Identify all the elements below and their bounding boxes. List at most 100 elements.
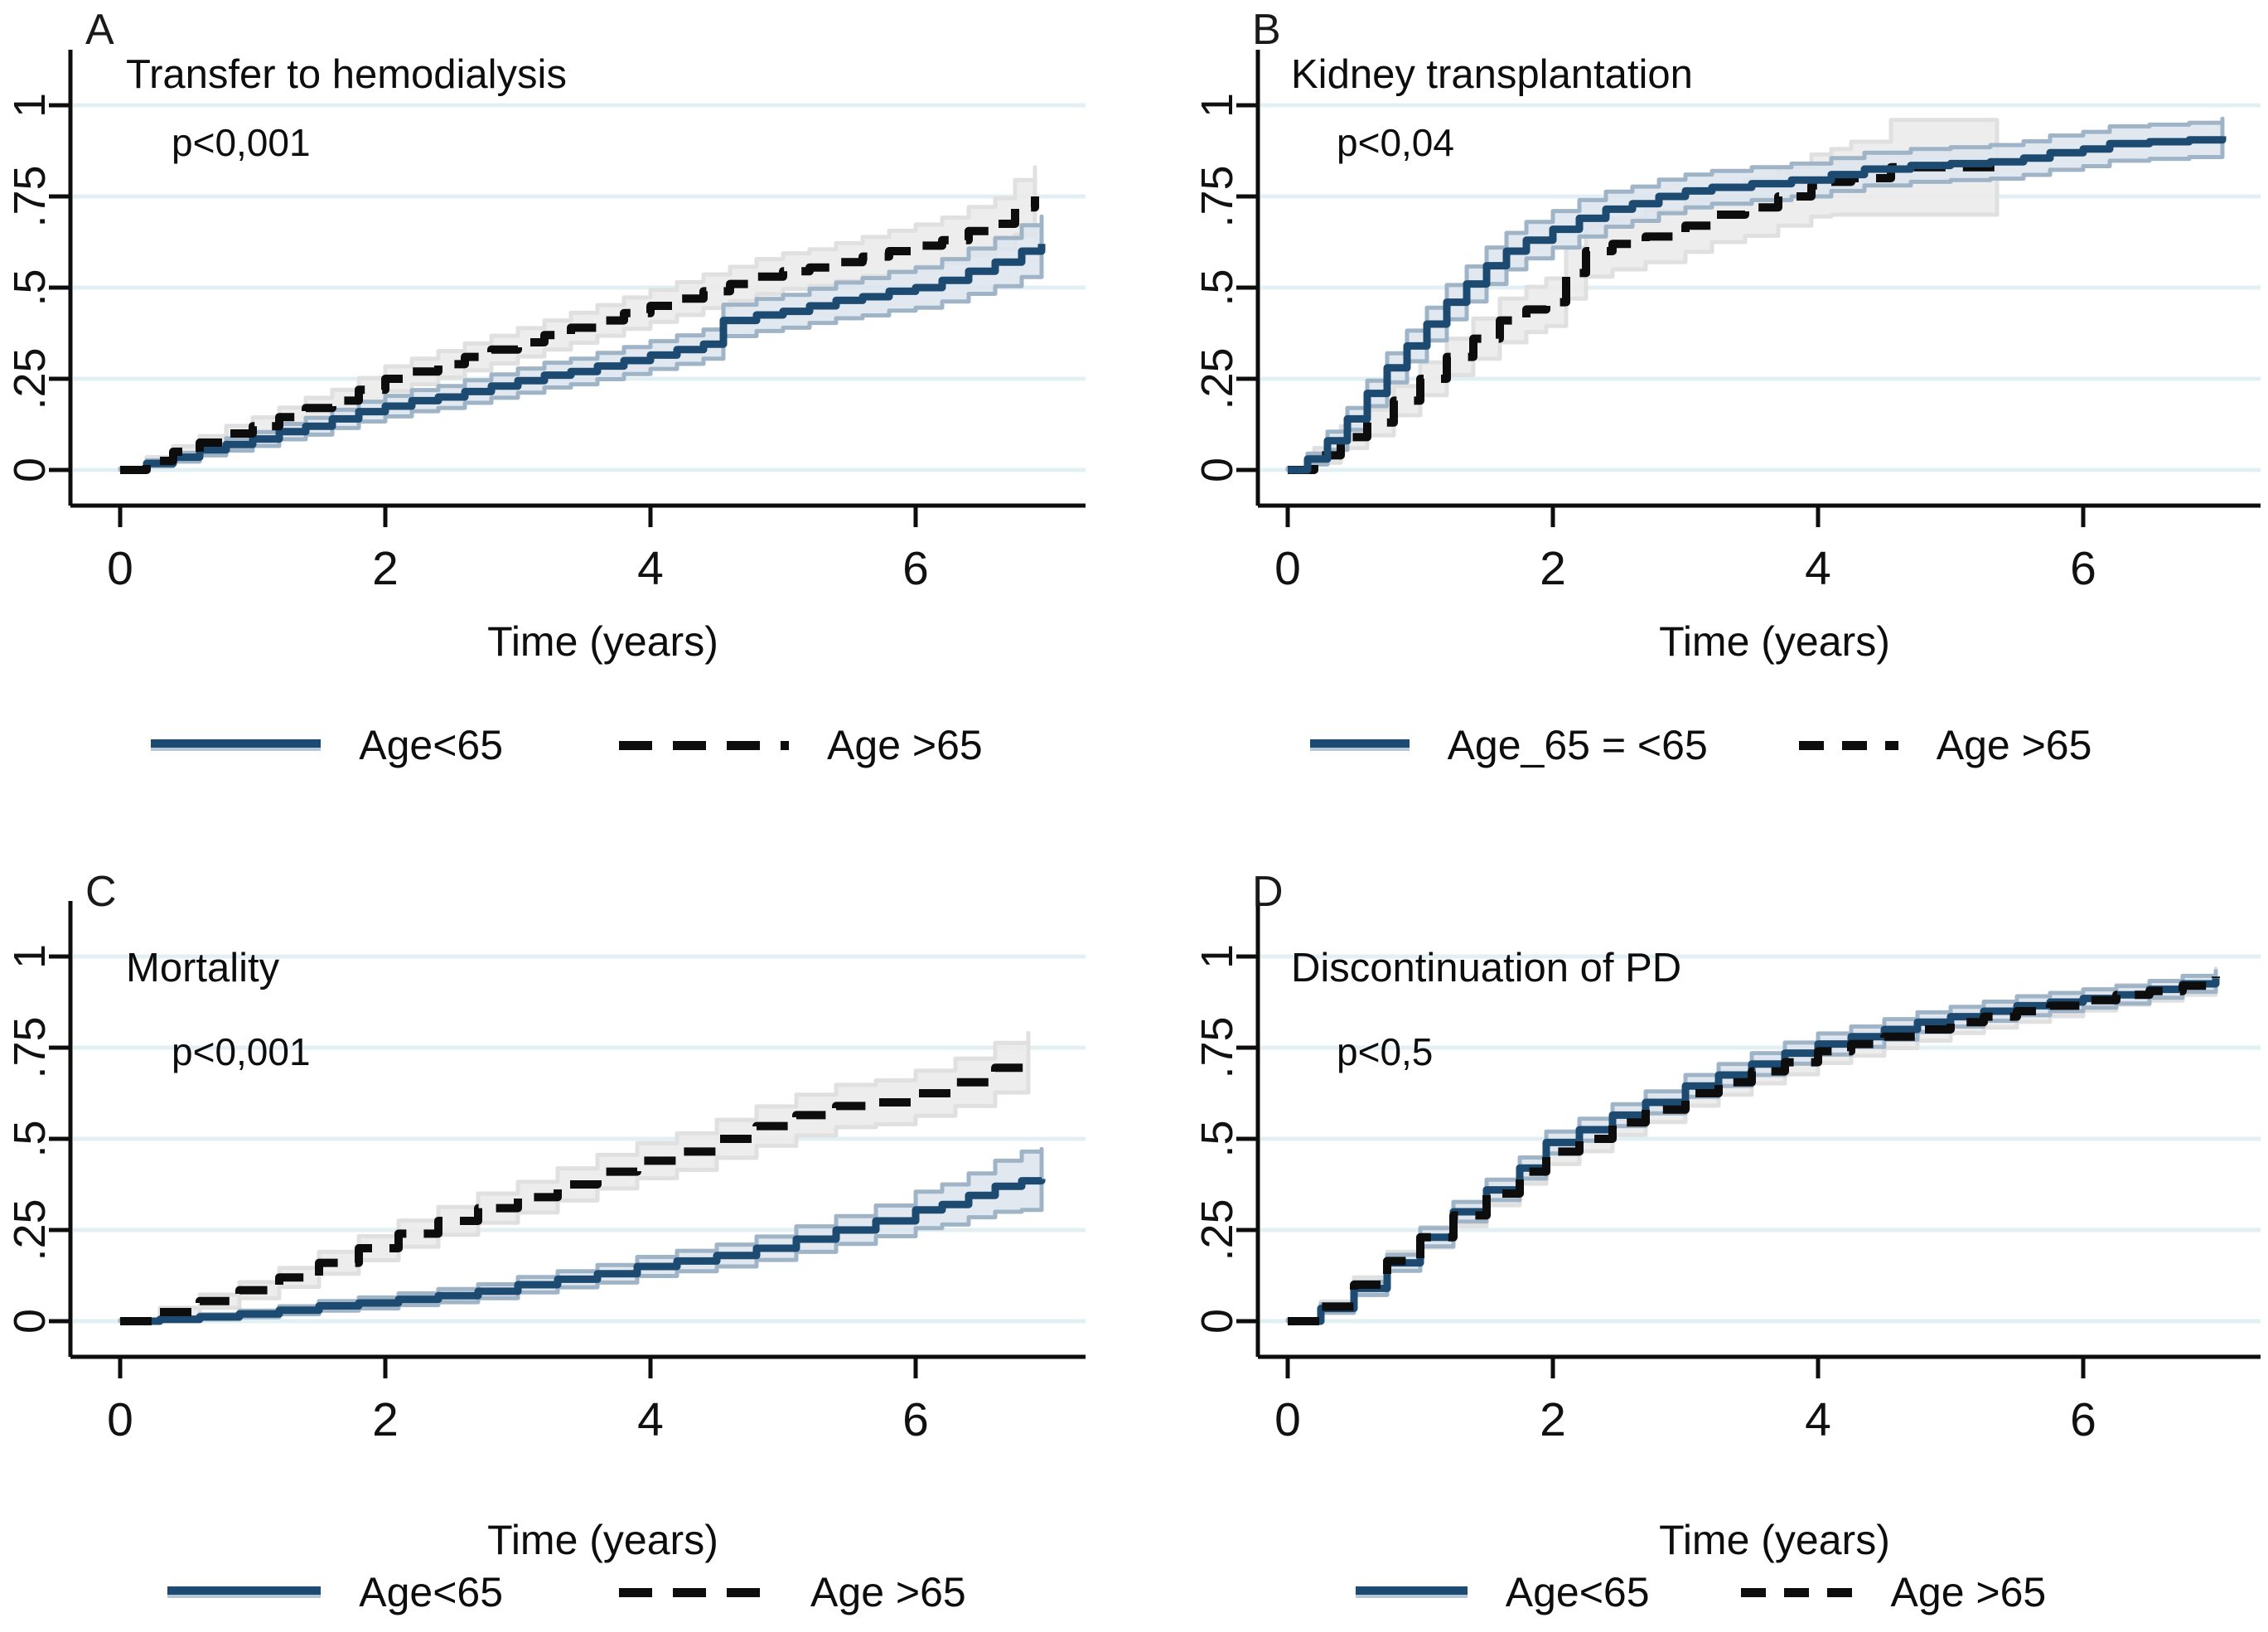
x-axis-label: Time (years) <box>487 618 718 665</box>
legend-item-age-under-65: Age<65 <box>167 1568 503 1616</box>
ci-band-age-over-65 <box>1285 966 2218 1324</box>
legend-item-age-under-65: Age_65 = <65 <box>1309 721 1708 769</box>
x-tick-label: 2 <box>372 542 399 595</box>
x-axis-label: Time (years) <box>1659 1517 1890 1563</box>
legend-item-age-over-65: Age >65 <box>1798 721 2092 769</box>
survival-chart-discontinuation: 0 2 4 6 0 .25 .5 .75 1 <box>1192 901 2261 1446</box>
x-tick-label: 0 <box>1274 1393 1301 1446</box>
series-line-age-under-65 <box>1288 136 2227 474</box>
panel-title: Discontinuation of PD <box>1291 946 1682 990</box>
x-tick-label: 6 <box>2070 542 2096 595</box>
legend-item-age-under-65: Age<65 <box>1355 1568 1650 1616</box>
x-tick-label: 6 <box>902 542 929 595</box>
panel-mortality: 0 2 4 6 0 .25 .5 .75 1 C Mortality p<0,001 Time … <box>0 816 1134 1632</box>
legend: Age<65 Age >65 <box>1134 1568 2268 1616</box>
legend-label: Age >65 <box>1890 1569 2047 1615</box>
p-value-label: p<0,5 <box>1337 1030 1434 1073</box>
legend-label: Age<65 <box>359 722 504 768</box>
solid-line-swatch <box>167 1586 322 1598</box>
legend-item-age-over-65: Age >65 <box>1740 1568 2047 1616</box>
panel-title: Transfer to hemodialysis <box>126 52 567 97</box>
p-value-label: p<0,001 <box>172 121 311 164</box>
panel-letter: D <box>1252 868 1284 916</box>
ci-band-age-under-65 <box>1285 969 2218 1324</box>
y-tick-label: .5 <box>5 1120 55 1157</box>
series-line-age-over-65 <box>1288 162 1997 474</box>
ci-band-age-under-65 <box>1285 116 2225 472</box>
x-tick-label: 6 <box>902 1393 929 1446</box>
panel-letter: A <box>85 6 114 54</box>
legend-label: Age_65 = <65 <box>1447 722 1708 768</box>
x-tick-label: 2 <box>372 1393 399 1446</box>
legend-label: Age >65 <box>810 1569 966 1615</box>
series-line-age-under-65 <box>120 244 1046 474</box>
y-tick-label: 1 <box>5 944 55 969</box>
dashed-line-swatch <box>619 1587 773 1597</box>
legend: Age_65 = <65 Age >65 <box>1134 721 2268 769</box>
y-tick-label: .5 <box>1192 1120 1242 1157</box>
y-tick-label: 0 <box>5 458 55 482</box>
x-tick-label: 0 <box>107 542 133 595</box>
legend-label: Age >65 <box>1936 722 2092 768</box>
legend-item-age-under-65: Age<65 <box>151 721 503 769</box>
y-tick-label: .25 <box>1192 347 1242 409</box>
series-line-age-over-65 <box>120 1058 1032 1325</box>
panel-letter: B <box>1252 6 1281 54</box>
panel-title: Kidney transplantation <box>1291 52 1693 97</box>
panel-transfer-to-hemodialysis: 0 2 4 6 0 .25 .5 .75 1 A Transfer to hemodialysi… <box>0 0 1134 816</box>
survival-chart-transfer: 0 2 4 6 0 .25 .5 .75 1 <box>5 50 1086 595</box>
y-tick-label: .25 <box>5 1199 55 1261</box>
panel-letter: C <box>85 868 117 916</box>
ci-band-age-over-65 <box>118 1030 1031 1324</box>
y-tick-label: .75 <box>1192 1016 1242 1078</box>
y-tick-label: .75 <box>5 1016 55 1078</box>
legend-label: Age<65 <box>359 1569 504 1615</box>
legend: Age<65 Age >65 <box>0 721 1134 769</box>
legend-item-age-over-65: Age >65 <box>619 721 983 769</box>
y-tick-label: .5 <box>5 269 55 306</box>
panel-kidney-transplantation: 0 2 4 6 0.25.5.75 1 B Kidney transplantation … <box>1134 0 2268 816</box>
y-tick-label: 0 <box>1192 1309 1242 1334</box>
dashed-line-swatch <box>1740 1587 1853 1597</box>
solid-line-swatch <box>1355 1586 1468 1598</box>
y-tick-label: 0 <box>5 1309 55 1334</box>
series-line-age-over-65 <box>120 196 1039 474</box>
x-tick-label: 6 <box>2070 1393 2096 1446</box>
x-axis-label: Time (years) <box>1659 618 1890 665</box>
y-tick-label: .75 <box>5 165 55 227</box>
x-axis-label: Time (years) <box>487 1517 718 1563</box>
x-tick-label: 0 <box>1274 542 1301 595</box>
survival-chart-mortality: 0 2 4 6 0 .25 .5 .75 1 <box>5 901 1086 1446</box>
x-tick-label: 2 <box>1540 1393 1566 1446</box>
x-tick-label: 4 <box>637 542 664 595</box>
legend-label: Age >65 <box>827 722 983 768</box>
x-tick-label: 0 <box>107 1393 133 1446</box>
series-line-age-over-65 <box>1288 976 2220 1325</box>
solid-line-swatch <box>151 739 322 751</box>
panel-title: Mortality <box>126 946 280 990</box>
p-value-label: p<0,001 <box>172 1030 311 1073</box>
x-tick-label: 4 <box>1805 1393 1831 1446</box>
y-tick-label: .25 <box>1192 1199 1242 1261</box>
y-tick-label: .25 <box>5 347 55 409</box>
y-tick-label: 1 <box>1192 93 1242 118</box>
x-tick-label: 4 <box>637 1393 664 1446</box>
solid-line-swatch <box>1309 739 1410 751</box>
x-tick-label: 4 <box>1805 542 1831 595</box>
legend: Age<65 Age >65 <box>0 1568 1134 1616</box>
legend-label: Age<65 <box>1505 1569 1650 1615</box>
y-tick-label: 1 <box>1192 944 1242 969</box>
y-tick-label: .5 <box>1192 269 1242 306</box>
p-value-label: p<0,04 <box>1337 121 1454 164</box>
x-tick-label: 2 <box>1540 542 1566 595</box>
dashed-line-swatch <box>1798 740 1898 750</box>
ci-band-age-over-65 <box>118 165 1037 472</box>
panel-discontinuation-of-pd: 0 2 4 6 0 .25 .5 .75 1 D Discontinuation of PD p… <box>1134 816 2268 1632</box>
y-tick-label: 0 <box>1192 458 1242 482</box>
legend-item-age-over-65: Age >65 <box>619 1568 966 1616</box>
series-line-age-under-65 <box>120 1177 1046 1325</box>
survival-chart-transplant: 0 2 4 6 0 .25 .5 .75 1 <box>1192 50 2261 595</box>
dashed-line-swatch <box>619 740 790 750</box>
y-tick-label: .75 <box>1192 165 1242 227</box>
